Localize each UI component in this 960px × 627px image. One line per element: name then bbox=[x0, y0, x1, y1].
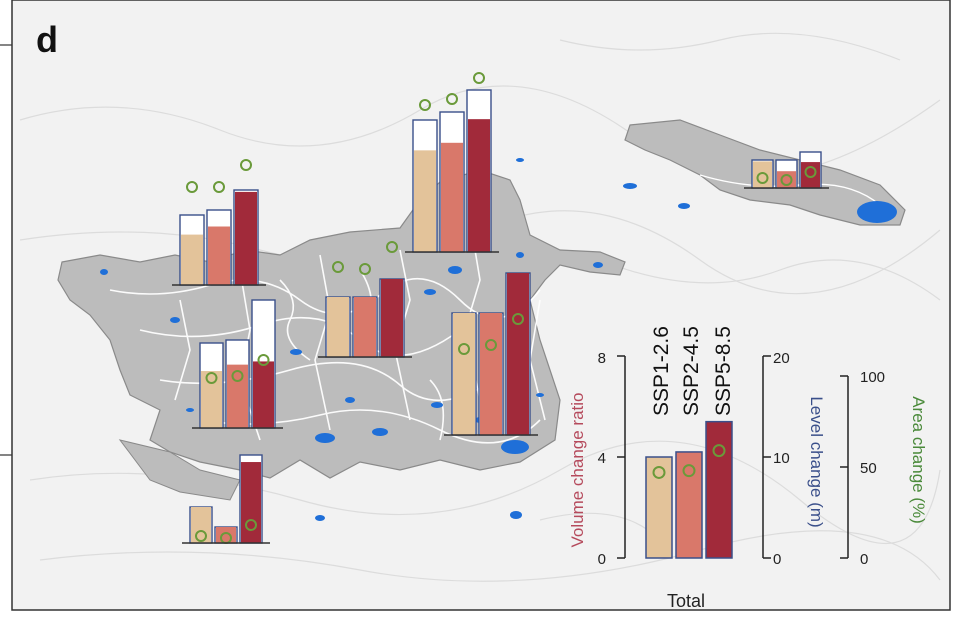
regional-area-marker bbox=[756, 172, 769, 184]
regional-bar-group bbox=[172, 159, 266, 286]
regional-bar-fill bbox=[201, 371, 222, 428]
regional-area-marker bbox=[512, 313, 524, 325]
regional-bar-group bbox=[192, 299, 283, 429]
regional-area-marker bbox=[804, 166, 817, 178]
regional-area-marker bbox=[205, 372, 218, 384]
total-bar-ssp126 bbox=[645, 456, 673, 559]
regional-bar-fill bbox=[216, 527, 236, 543]
regional-bar-group bbox=[182, 454, 270, 544]
regional-bar-fill bbox=[480, 313, 502, 435]
regional-bar-fill bbox=[253, 361, 274, 428]
area-tick-100: 100 bbox=[860, 369, 885, 386]
regional-area-marker bbox=[231, 370, 244, 382]
regional-bar-group bbox=[444, 272, 538, 436]
regional-bar-fill bbox=[468, 119, 490, 252]
level-tick-10: 10 bbox=[773, 450, 790, 467]
total-area-marker bbox=[712, 444, 726, 458]
area-tick-50: 50 bbox=[860, 460, 877, 477]
volume-tick-4: 4 bbox=[598, 450, 606, 467]
regional-bar-fill bbox=[381, 279, 403, 357]
regional-bar-group bbox=[318, 241, 412, 358]
regional-bar-fill bbox=[753, 161, 772, 188]
regional-area-marker bbox=[419, 99, 431, 111]
regional-bar-fill bbox=[208, 226, 230, 285]
regional-bar-fill bbox=[191, 507, 211, 543]
regional-area-marker bbox=[458, 343, 470, 355]
volume-tick-8: 8 bbox=[598, 350, 606, 367]
regional-area-marker bbox=[245, 519, 257, 531]
total-bar-ssp585 bbox=[705, 420, 733, 559]
total-area-marker bbox=[652, 465, 666, 479]
total-chart: SSP1-2.6 SSP2-4.5 SSP5-8.5 8 4 0 Volume … bbox=[568, 326, 928, 611]
regional-bar-fill bbox=[414, 150, 436, 252]
regional-area-marker bbox=[195, 530, 207, 542]
regional-area-marker bbox=[446, 93, 458, 105]
regional-area-marker bbox=[780, 174, 793, 186]
panel-label: d bbox=[36, 19, 58, 60]
regional-bar-fill bbox=[235, 191, 257, 285]
regional-area-marker bbox=[473, 72, 485, 84]
regional-area-marker bbox=[213, 181, 225, 193]
total-bars bbox=[645, 420, 733, 559]
regional-bar-fill bbox=[327, 297, 349, 357]
regional-bar-group bbox=[405, 72, 499, 253]
map-border bbox=[11, 0, 951, 611]
regional-bar-groups bbox=[172, 72, 829, 544]
lakes bbox=[100, 158, 897, 521]
level-axis-label: Level change (m) bbox=[807, 396, 826, 527]
regional-bar-fill bbox=[453, 313, 475, 435]
regional-area-marker bbox=[257, 354, 270, 366]
regional-area-marker bbox=[386, 241, 398, 253]
regional-bar-fill bbox=[507, 273, 529, 435]
regional-area-marker bbox=[359, 263, 371, 275]
regional-bar-fill bbox=[801, 162, 820, 188]
regional-area-marker bbox=[485, 339, 497, 351]
regional-bar-fill bbox=[181, 234, 203, 285]
scenario-label-ssp126: SSP1-2.6 bbox=[650, 326, 673, 416]
regional-area-marker bbox=[186, 181, 198, 193]
level-tick-0: 0 bbox=[773, 551, 781, 568]
volume-tick-0: 0 bbox=[598, 551, 606, 568]
total-area-marker bbox=[682, 464, 696, 478]
total-bar-ssp245 bbox=[675, 451, 703, 559]
regional-bar-fill bbox=[354, 297, 376, 357]
total-label: Total bbox=[667, 591, 705, 611]
scenario-label-ssp245: SSP2-4.5 bbox=[680, 326, 703, 416]
level-tick-20: 20 bbox=[773, 350, 790, 367]
scenario-label-ssp585: SSP5-8.5 bbox=[712, 326, 735, 416]
regional-bar-fill bbox=[441, 142, 463, 252]
regional-bar-group bbox=[744, 151, 829, 189]
volume-axis-label: Volume change ratio bbox=[568, 393, 587, 548]
regional-bar-fill bbox=[227, 364, 248, 428]
area-axis-label: Area change (%) bbox=[909, 396, 928, 524]
regional-bar-fill bbox=[777, 171, 796, 188]
regional-area-marker bbox=[332, 261, 344, 273]
regional-area-marker bbox=[240, 159, 252, 171]
area-tick-0: 0 bbox=[860, 551, 868, 568]
